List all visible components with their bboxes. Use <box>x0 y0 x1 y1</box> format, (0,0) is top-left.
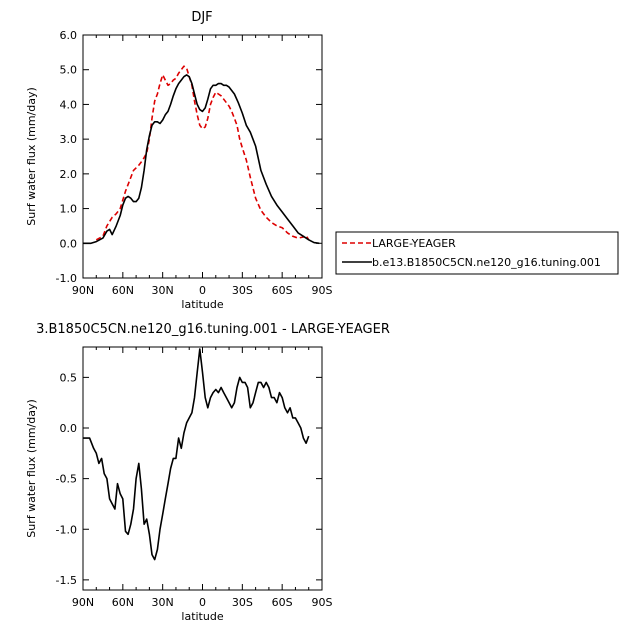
y-tick-label: -1.0 <box>56 523 77 536</box>
series-line-1 <box>83 348 310 561</box>
x-tick-label: 30S <box>232 284 253 297</box>
y-tick-label: 4.0 <box>60 98 78 111</box>
legend-label-1: LARGE-YEAGER <box>372 237 456 250</box>
legend-label-2: b.e13.B1850C5CN.ne120_g16.tuning.001 <box>372 256 601 269</box>
x-tick-label: 90N <box>72 596 94 609</box>
x-tick-label: 0 <box>199 596 206 609</box>
y-axis-label: Surf water flux (mm/day) <box>25 399 38 538</box>
x-tick-label: 90S <box>312 596 333 609</box>
series-line-2 <box>83 74 320 245</box>
y-tick-label: 2.0 <box>60 168 78 181</box>
plot-frame <box>82 34 323 279</box>
x-axis-label: latitude <box>181 610 223 623</box>
x-tick-label: 90S <box>312 284 333 297</box>
x-tick-label: 90N <box>72 284 94 297</box>
y-axis-label: Surf water flux (mm/day) <box>25 87 38 226</box>
plot-frame <box>82 346 323 591</box>
y-tick-label: 0.5 <box>60 371 78 384</box>
x-tick-label: 60S <box>272 596 293 609</box>
y-tick-label: 5.0 <box>60 64 78 77</box>
y-tick-label: -1.0 <box>56 272 77 285</box>
legend: LARGE-YEAGER b.e13.B1850C5CN.ne120_g16.tu… <box>335 231 619 275</box>
x-tick-label: 60N <box>112 284 134 297</box>
x-tick-label: 60S <box>272 284 293 297</box>
x-tick-label: 30S <box>232 596 253 609</box>
y-tick-label: -0.5 <box>56 473 77 486</box>
legend-box <box>335 231 619 275</box>
y-tick-label: 3.0 <box>60 133 78 146</box>
y-tick-label: 0.0 <box>60 422 78 435</box>
x-tick-label: 0 <box>199 284 206 297</box>
chart-title: 3.B1850C5CN.ne120_g16.tuning.001 - LARGE… <box>36 322 390 337</box>
top-panel: DJF 90N 60N 30N 0 30S 60S 90S -1.0 0.0 1.0 2.0 3.0 4.… <box>25 10 333 311</box>
chart-title: DJF <box>191 10 212 25</box>
x-tick-label: 30N <box>152 596 174 609</box>
y-tick-label: -1.5 <box>56 574 77 587</box>
x-axis-label: latitude <box>181 298 223 311</box>
series-line-1 <box>95 65 310 241</box>
y-tick-label: 0.0 <box>60 237 78 250</box>
x-tick-label: 60N <box>112 596 134 609</box>
y-tick-label: 1.0 <box>60 203 78 216</box>
x-tick-label: 30N <box>152 284 174 297</box>
bottom-panel: 3.B1850C5CN.ne120_g16.tuning.001 - LARGE… <box>25 322 390 623</box>
y-tick-label: 6.0 <box>60 29 78 42</box>
